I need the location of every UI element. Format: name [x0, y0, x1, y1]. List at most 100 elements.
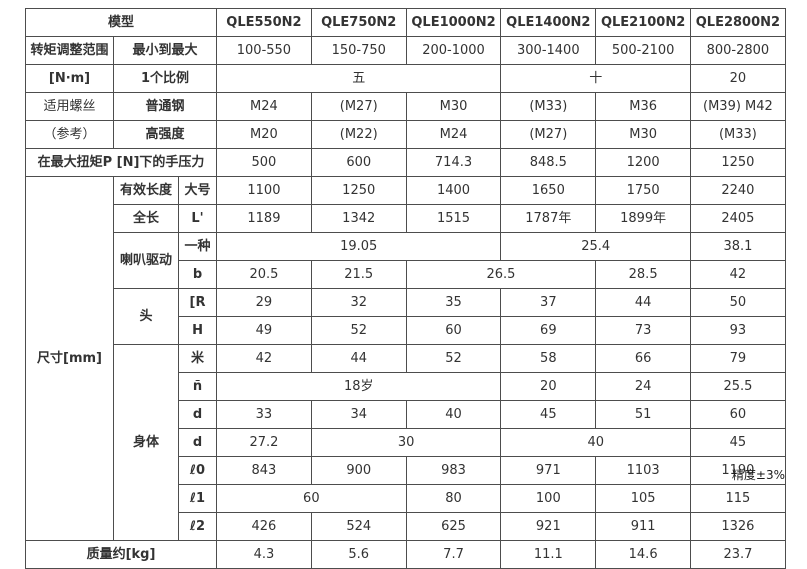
dimension-value-13-2: 524 [310, 512, 407, 541]
mass-value-2: 5.6 [310, 540, 407, 569]
dimension-value-1-2: 1250 [310, 176, 407, 205]
torque-minmax-value-4: 300-1400 [500, 36, 597, 65]
torque-group-label-line2: [N·m] [25, 64, 114, 93]
model-header-1: QLE550N2 [216, 8, 312, 37]
dimension-value-11-1: 843 [216, 456, 312, 485]
screw-high-value-4: (M27) [500, 120, 597, 149]
screw-high-value-2: (M22) [310, 120, 407, 149]
dimension-value-1-6: 2240 [690, 176, 786, 205]
mass-value-5: 14.6 [595, 540, 692, 569]
dimension-value-6-5: 73 [595, 316, 692, 345]
dimension-value-12-2: 80 [405, 484, 502, 513]
dimension-value-7-3: 52 [405, 344, 502, 373]
dimension-value-5-3: 35 [405, 288, 502, 317]
dimensions-group-label: 尺寸[mm] [25, 176, 114, 541]
dimension-row-11: ℓ0 843 900 983 971 1103 1190 [26, 456, 786, 485]
dimension-value-7-2: 44 [310, 344, 407, 373]
torque-scale-label: 1个比例 [112, 64, 218, 93]
dimension-value-8-1: 18岁 [216, 372, 502, 401]
dimension-value-13-6: 1326 [690, 512, 786, 541]
dimension-value-5-1: 29 [216, 288, 312, 317]
dimension-value-2-3: 1515 [405, 204, 502, 233]
hand-force-value-4: 848.5 [500, 148, 597, 177]
screw-group-label-line1: 适用螺丝 [25, 92, 114, 121]
torque-minmax-row: 转矩调整范围 最小到最大 100-550 150-750 200-1000 300-140… [25, 36, 786, 65]
dimension-code-2: L' [177, 204, 218, 233]
dimension-value-9-3: 40 [405, 400, 502, 429]
torque-minmax-value-1: 100-550 [216, 36, 312, 65]
model-header-6: QLE2800N2 [690, 8, 786, 37]
dimension-value-2-6: 2405 [690, 204, 786, 233]
dimension-value-11-5: 1103 [595, 456, 692, 485]
dimension-value-4-4: 28.5 [595, 260, 692, 289]
dimension-value-6-2: 52 [310, 316, 407, 345]
screw-mild-value-5: M36 [595, 92, 692, 121]
screw-mild-value-6: (M39) M42 [690, 92, 786, 121]
dimension-row-1: 尺寸[mm] 有效长度 大号 1100 1250 1400 1650 1750 2240 [25, 176, 786, 541]
model-header-5: QLE2100N2 [595, 8, 692, 37]
dimension-value-7-6: 79 [690, 344, 786, 373]
dimension-value-1-5: 1750 [595, 176, 692, 205]
screw-mild-label: 普通钢 [112, 92, 218, 121]
dimension-value-9-6: 60 [690, 400, 786, 429]
specification-table-container: 模型 QLE550N2 QLE750N2 QLE1000N2 QLE1400N2 QLE2… [24, 8, 786, 569]
dimension-value-2-5: 1899年 [595, 204, 692, 233]
dimension-value-4-1: 20.5 [216, 260, 312, 289]
dimension-sub-label-2: 全长 [113, 204, 179, 233]
hand-force-value-1: 500 [216, 148, 312, 177]
torque-scale-value-2: 十 [500, 64, 692, 93]
screw-high-value-5: M30 [595, 120, 692, 149]
dimension-value-7-4: 58 [500, 344, 597, 373]
dimension-value-10-4: 45 [690, 428, 786, 457]
dimension-value-11-4: 971 [500, 456, 597, 485]
dimension-row-2: 全长 L' 1189 1342 1515 1787年 1899年 2405 [26, 204, 786, 233]
dimension-value-5-5: 44 [595, 288, 692, 317]
hand-force-value-5: 1200 [595, 148, 692, 177]
mass-label: 质量约[kg] [24, 540, 218, 569]
mass-value-4: 11.1 [500, 540, 597, 569]
dimension-row-7: 身体米 42 44 52 58 66 79 [26, 344, 786, 541]
dimension-row-10: d 27.2 30 40 45 [26, 428, 786, 457]
header-row-model: 模型 QLE550N2 QLE750N2 QLE1000N2 QLE1400N2 QLE2… [24, 8, 786, 37]
dimension-value-10-1: 27.2 [216, 428, 312, 457]
dimension-value-5-4: 37 [500, 288, 597, 317]
hand-force-value-3: 714.3 [405, 148, 502, 177]
dimension-value-11-6: 1190 [690, 456, 786, 485]
dimension-value-9-2: 34 [310, 400, 407, 429]
screw-mild-value-4: (M33) [500, 92, 597, 121]
model-header-label: 模型 [24, 8, 218, 37]
dimension-value-13-3: 625 [405, 512, 502, 541]
torque-scale-value-1: 五 [216, 64, 502, 93]
dimension-value-1-1: 1100 [216, 176, 312, 205]
dimension-sub-label-7: 身体 [113, 344, 179, 541]
screw-mild-value-1: M24 [216, 92, 312, 121]
screw-high-label: 高强度 [112, 120, 218, 149]
screw-high-value-6: (M33) [690, 120, 786, 149]
dimension-value-3-2: 25.4 [500, 232, 692, 261]
screw-mild-value-2: (M27) [310, 92, 407, 121]
torque-minmax-value-3: 200-1000 [405, 36, 502, 65]
dimension-value-3-1: 19.05 [216, 232, 502, 261]
dimension-row-3: 喇叭驱动 一种 19.05 25.4 38.1 [26, 232, 786, 289]
dimension-value-2-1: 1189 [216, 204, 312, 233]
torque-minmax-value-5: 500-2100 [595, 36, 692, 65]
dimension-value-7-1: 42 [216, 344, 312, 373]
dimension-value-12-5: 115 [690, 484, 786, 513]
dimension-value-12-4: 105 [595, 484, 692, 513]
specification-table: 模型 QLE550N2 QLE750N2 QLE1000N2 QLE1400N2 QLE2… [24, 8, 786, 569]
dimension-code-8: ñ [177, 372, 218, 401]
dimension-value-11-2: 900 [310, 456, 407, 485]
dimension-value-7-5: 66 [595, 344, 692, 373]
dimension-value-13-5: 911 [595, 512, 692, 541]
dimension-code-4: b [177, 260, 218, 289]
dimension-code-12: ℓ1 [177, 484, 218, 513]
dimension-sub-label-1: 有效长度 [113, 176, 179, 205]
screw-mild-row: 适用螺丝 普通钢 M24 (M27) M30 (M33) M36 (M39) M42 [25, 92, 786, 121]
dimension-value-6-1: 49 [216, 316, 312, 345]
dimension-row-4: b 20.5 21.5 26.5 28.5 42 [26, 260, 786, 289]
dimension-code-13: ℓ2 [177, 512, 218, 541]
dimension-value-10-3: 40 [500, 428, 692, 457]
dimension-sub-label-3: 喇叭驱动 [113, 232, 179, 289]
model-header-4: QLE1400N2 [500, 8, 597, 37]
